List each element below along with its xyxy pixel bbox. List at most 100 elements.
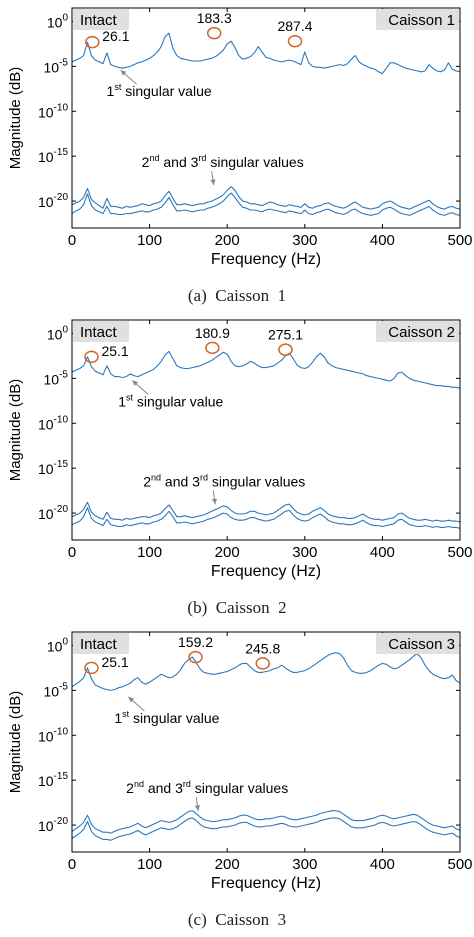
y-tick-base: 10 — [44, 371, 60, 387]
y-tick-label: 100 — [47, 324, 69, 342]
annotation-ordinal: 1 — [107, 83, 115, 99]
peak-label-3: 245.8 — [245, 640, 280, 656]
peak-marker-1 — [85, 35, 100, 49]
tag-caisson-box — [376, 9, 459, 30]
annotation-sup: rd — [198, 153, 206, 163]
y-tick-label: 10-15 — [38, 771, 68, 789]
annotation-arrow-head — [194, 805, 200, 811]
peak-label-3: 275.1 — [268, 327, 303, 343]
y-tick-base: 10 — [44, 59, 60, 75]
y-tick-base: 10 — [38, 194, 54, 210]
peak-label-1: 25.1 — [101, 654, 128, 670]
caption-caisson-1: (a) Caisson 1 — [0, 286, 474, 306]
peak-marker-2 — [188, 650, 203, 664]
annotation-sup: st — [126, 392, 134, 402]
peak-label-2: 183.3 — [197, 10, 232, 26]
x-tick-label: 500 — [447, 232, 472, 249]
annotation-sup: nd — [151, 472, 161, 482]
y-tick-exponent: -10 — [54, 102, 69, 113]
annotation-arrow-head — [210, 179, 216, 186]
y-tick-label: 10-10 — [38, 414, 68, 432]
x-tick-label: 200 — [215, 544, 240, 561]
x-tick-label: 400 — [370, 856, 395, 873]
y-tick-label: 10-15 — [38, 459, 68, 477]
y-tick-label: 10-5 — [44, 681, 69, 699]
x-axis-label: Frequency (Hz) — [211, 563, 321, 580]
x-tick-label: 100 — [137, 544, 162, 561]
tag-intact: Intact — [80, 12, 118, 29]
plot-frame — [71, 319, 461, 541]
annotation-1: 1st singular value — [114, 709, 219, 726]
tag-caisson: Caisson 3 — [388, 636, 455, 653]
y-tick-label: 10-20 — [38, 192, 68, 210]
y-tick-exponent: -20 — [54, 192, 69, 203]
x-tick-label: 400 — [370, 232, 395, 249]
annotation-text: singular values — [206, 154, 303, 170]
y-tick-exponent: -20 — [54, 504, 69, 515]
x-tick-label: 500 — [447, 544, 472, 561]
series-line-1 — [71, 652, 461, 691]
y-tick-exponent: -15 — [54, 147, 69, 158]
y-tick-exponent: 0 — [62, 12, 68, 23]
peak-marker-1 — [84, 350, 99, 364]
annotation-2: 2nd and 3rd singular values — [143, 472, 305, 489]
plot-frame — [71, 7, 461, 229]
annotation-2: 2nd and 3rd singular values — [126, 779, 288, 796]
x-tick-label: 100 — [137, 856, 162, 873]
peak-label-3: 287.4 — [277, 18, 312, 34]
y-axis-label: Magnitude (dB) — [7, 379, 24, 482]
series-line-2 — [71, 501, 461, 523]
x-tick-label: 0 — [68, 856, 76, 873]
peak-marker-3 — [287, 34, 303, 48]
caption-text: (a) Caisson 1 — [187, 286, 287, 305]
peak-label-2: 180.9 — [195, 325, 230, 341]
peak-label-1: 26.1 — [102, 28, 129, 44]
y-axis-label: Magnitude (dB) — [7, 691, 24, 794]
y-tick-exponent: 0 — [62, 324, 68, 335]
chart-panel-caisson-3: 0 100 200 300 400 500 100 10-5 10-10 10-15 10-20 Fr… — [0, 624, 474, 936]
y-tick-base: 10 — [47, 326, 63, 342]
y-tick-base: 10 — [38, 149, 54, 165]
annotation-arrow-head — [211, 498, 218, 505]
annotation-text: singular value — [121, 83, 211, 99]
peak-marker-3 — [278, 343, 293, 356]
y-axis-label: Magnitude (dB) — [7, 67, 24, 170]
plot-frame — [71, 631, 461, 853]
annotation-mid: and 3 — [159, 154, 198, 170]
series-line-1 — [71, 32, 461, 75]
series-line-2 — [71, 810, 461, 834]
y-tick-label: 10-5 — [44, 57, 69, 75]
y-tick-label: 10-10 — [38, 102, 68, 120]
y-tick-base: 10 — [44, 683, 60, 699]
chart-panel-caisson-2: 0 100 200 300 400 500 100 10-5 10-10 10-15 10-20 Fr… — [0, 312, 474, 624]
annotation-ordinal: 1 — [114, 710, 122, 726]
annotation-mid: and 3 — [161, 473, 200, 489]
annotation-sup: nd — [149, 153, 159, 163]
x-axis-label: Frequency (Hz) — [211, 875, 321, 892]
annotation-arrow-head — [132, 380, 138, 386]
annotation-text: singular value — [133, 393, 223, 409]
tag-caisson: Caisson 2 — [388, 324, 455, 341]
annotation-ordinal: 2 — [126, 780, 134, 796]
tag-caisson-box — [376, 633, 459, 654]
y-tick-exponent: -5 — [59, 57, 68, 68]
y-tick-base: 10 — [47, 638, 63, 654]
y-tick-label: 10-10 — [38, 726, 68, 744]
chart-svg-caisson-2: 0 100 200 300 400 50010010-510-1010-1510-20Fr… — [7, 319, 473, 580]
x-tick-label: 300 — [292, 856, 317, 873]
annotation-sup: rd — [183, 779, 191, 789]
annotation-arrow-head — [128, 696, 135, 703]
series-line-3 — [71, 507, 461, 529]
y-tick-exponent: -10 — [54, 414, 69, 425]
tag-intact-box — [73, 321, 129, 342]
x-axis-label: Frequency (Hz) — [211, 251, 321, 268]
annotation-sup: st — [122, 709, 130, 719]
y-tick-base: 10 — [38, 818, 54, 834]
chart-svg-caisson-1: 0 100 200 300 400 50010010-510-1010-1510-20Fr… — [7, 7, 473, 268]
peak-marker-3 — [255, 657, 270, 670]
annotation-text: singular values — [208, 473, 305, 489]
x-tick-label: 200 — [215, 856, 240, 873]
y-tick-exponent: 0 — [62, 636, 68, 647]
x-tick-label: 0 — [68, 232, 76, 249]
annotation-ordinal: 1 — [118, 393, 126, 409]
